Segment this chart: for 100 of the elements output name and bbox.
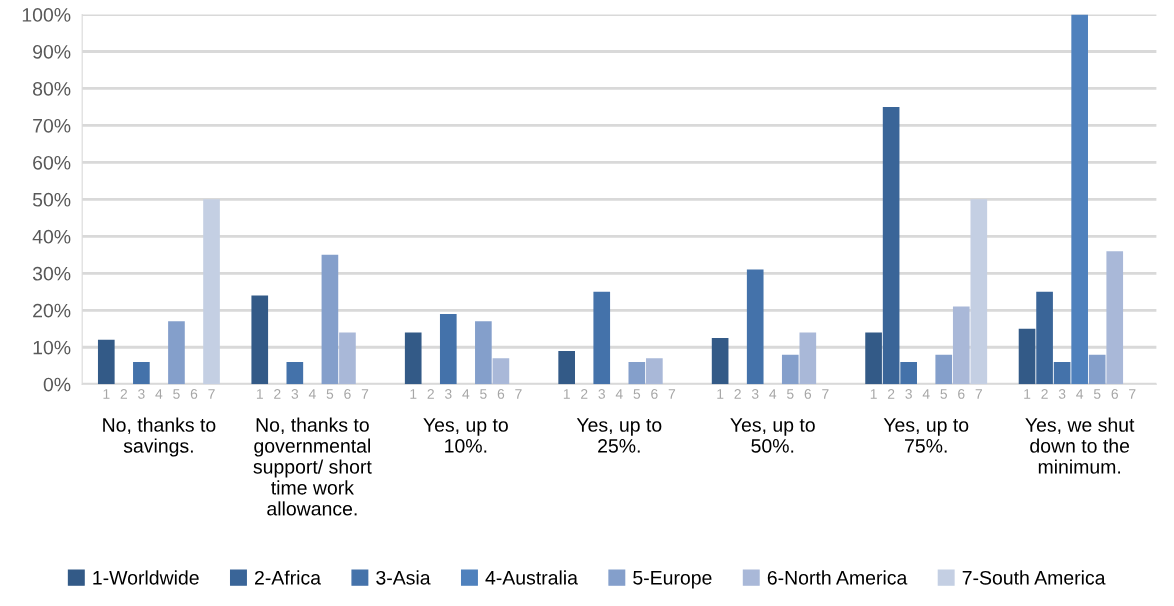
bar: [646, 358, 663, 385]
text: 7: [975, 389, 982, 399]
legend-label: 4-Australia: [485, 570, 578, 585]
text: 6: [651, 389, 658, 399]
legend-label: 2-Africa: [254, 570, 322, 585]
bar: [746, 269, 764, 385]
legend-label: 7-South America: [962, 570, 1106, 585]
x-tick-label: Yes, we shut down to the minimum.: [1025, 417, 1135, 474]
text: 5: [633, 389, 641, 399]
bar: [900, 362, 917, 385]
text: 4: [769, 389, 777, 399]
bar: [203, 199, 220, 385]
y-tick-label: 10%: [33, 340, 71, 355]
y-tick-label: 100%: [22, 8, 71, 22]
y-tick-label: 90%: [33, 44, 71, 59]
text: 5: [480, 389, 487, 399]
text: 6: [804, 389, 812, 399]
legend-label: 5-Europe: [633, 571, 712, 589]
text: 1: [870, 389, 877, 399]
y-tick-label: 20%: [33, 303, 71, 318]
text: 1: [1024, 389, 1031, 399]
text: 4: [615, 389, 623, 399]
text: 3: [751, 389, 759, 399]
text: 2: [581, 389, 588, 399]
legend-label: 6-North America: [767, 570, 908, 585]
y-tick-label: 60%: [33, 155, 71, 170]
text: 1: [717, 389, 724, 399]
text: 1: [256, 389, 263, 399]
text: 4: [155, 389, 163, 399]
bar: [439, 313, 457, 385]
bar: [558, 350, 575, 385]
text: 3: [598, 389, 605, 399]
bar: [97, 339, 115, 385]
bar: [251, 295, 269, 385]
bar: [286, 362, 304, 385]
text: 4: [1076, 389, 1084, 399]
y-tick-label: 40%: [32, 229, 71, 244]
text: 7: [1129, 389, 1136, 399]
bar: [133, 362, 150, 385]
bar: [593, 291, 611, 385]
bar: [168, 321, 185, 385]
bar: [1036, 291, 1053, 385]
bar: [492, 358, 510, 385]
bar: [339, 332, 356, 385]
text: 6: [344, 389, 351, 399]
text: 4: [462, 389, 470, 399]
y-tick-label: 80%: [33, 81, 71, 96]
text: 2: [1041, 389, 1048, 399]
bar: [1088, 354, 1106, 385]
text: 2: [274, 389, 281, 399]
text: 7: [361, 389, 369, 399]
bar: [711, 338, 729, 385]
y-tick-label: 50%: [32, 192, 71, 207]
text: 7: [208, 389, 215, 399]
bar: [935, 354, 953, 385]
text: 4: [922, 389, 930, 399]
bar: [799, 332, 817, 385]
bar: [1106, 251, 1124, 385]
x-tick-label: Yes, up to 10%.: [423, 418, 508, 453]
x-tick-label: Yes, up to 75%.: [883, 418, 969, 453]
text: 2: [120, 389, 127, 399]
text: 2: [734, 389, 741, 399]
text: 3: [1058, 389, 1066, 399]
text: 7: [515, 389, 522, 399]
bar: [970, 199, 988, 385]
bar: [404, 332, 422, 385]
bar: [1071, 14, 1088, 385]
x-tick-label: No, thanks to savings.: [103, 417, 216, 457]
text: 3: [291, 389, 299, 399]
x-tick-label: Yes, up to 50%.: [730, 418, 815, 453]
bar: [865, 332, 882, 385]
legend-label: 3-Asia: [376, 570, 431, 585]
text: 3: [138, 389, 145, 399]
legend-label: 1-Worldwide: [93, 570, 199, 585]
y-tick-label: 30%: [32, 266, 71, 281]
bar: [952, 306, 970, 385]
text: 5: [940, 389, 948, 399]
y-tick-label: 0%: [43, 377, 71, 392]
text: 6: [497, 389, 505, 399]
text: 7: [668, 389, 676, 399]
text: 6: [1111, 389, 1118, 399]
text: 6: [958, 389, 965, 399]
text: 5: [786, 389, 794, 399]
text: 1: [103, 389, 110, 399]
bar: [475, 321, 492, 385]
text: 3: [905, 389, 912, 399]
text: 3: [444, 389, 452, 399]
text: 7: [822, 389, 829, 399]
text: 1: [410, 389, 417, 399]
text: 5: [326, 389, 334, 399]
bar: [882, 106, 900, 385]
bar: [321, 254, 339, 385]
y-tick-label: 70%: [33, 118, 71, 133]
bar: [781, 354, 799, 385]
bar: [1018, 328, 1036, 385]
text: 4: [308, 389, 316, 399]
text: 5: [1093, 389, 1101, 399]
text: 2: [887, 389, 895, 399]
x-tick-label: Yes, up to 25%.: [576, 418, 662, 453]
bar: [1053, 362, 1071, 385]
